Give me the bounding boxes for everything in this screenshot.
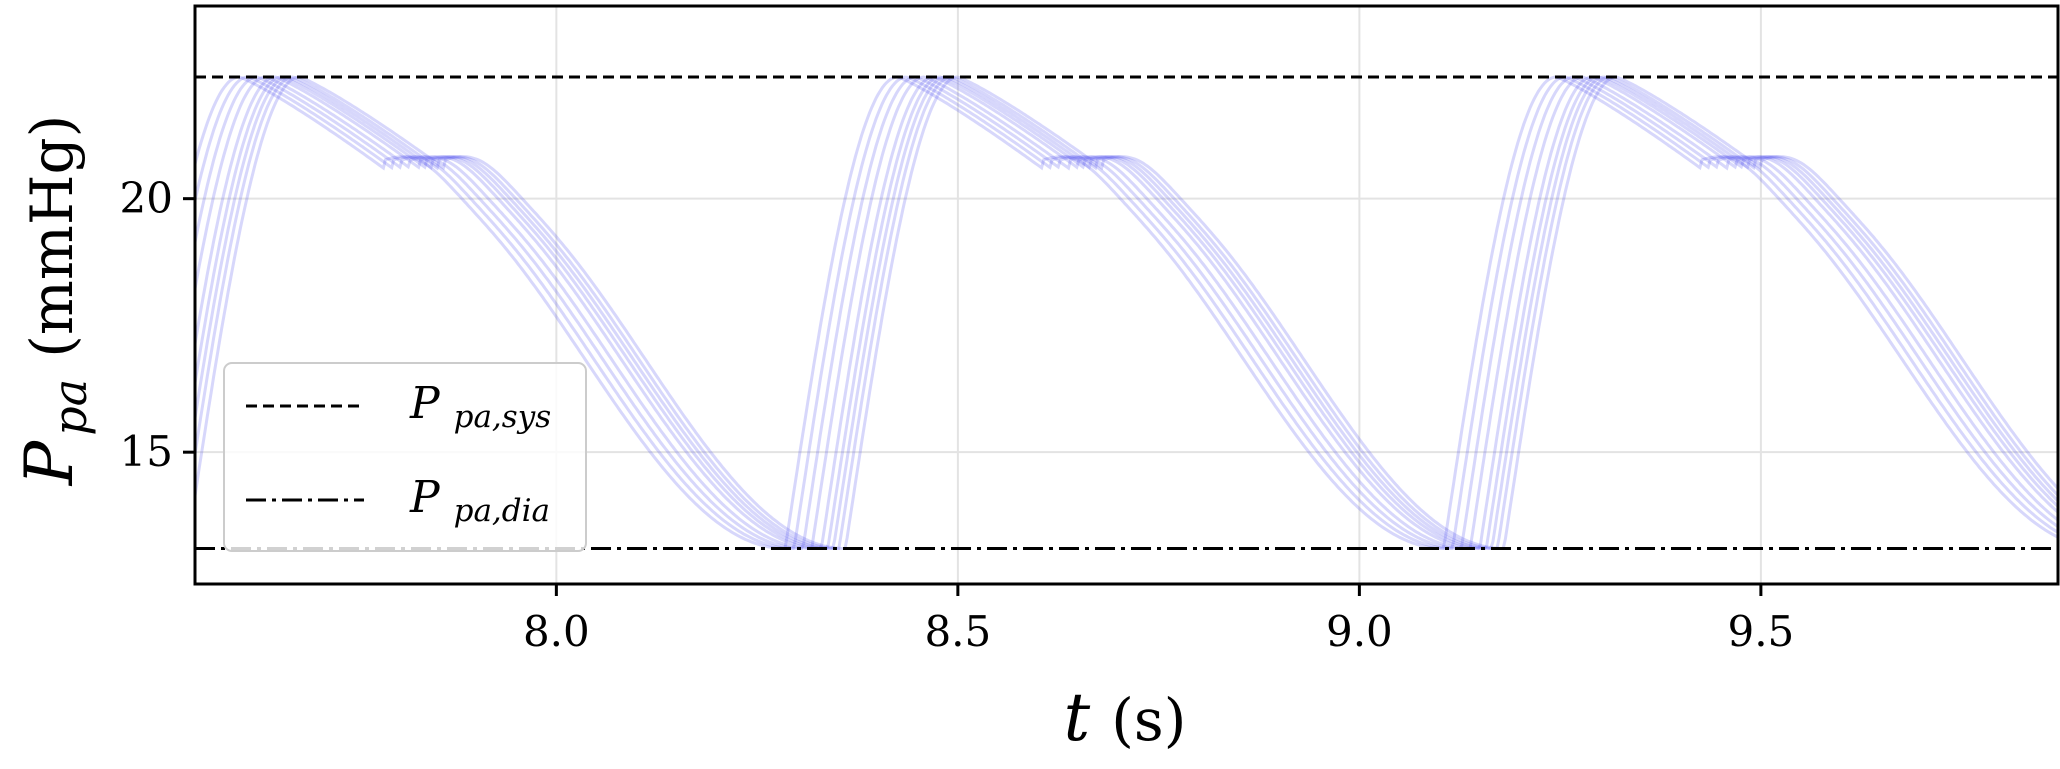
x-axis-ticks: 8.0 8.5 9.0 9.5 bbox=[523, 584, 1794, 656]
legend: P pa,sys P pa,dia bbox=[223, 362, 587, 552]
x-tick-label: 8.0 bbox=[523, 607, 590, 656]
y-axis-label-unit: (mmHg) bbox=[18, 115, 86, 358]
pressure-curve-1 bbox=[193, 75, 2059, 550]
pressure-curves bbox=[193, 75, 2060, 551]
x-tick-label: 9.5 bbox=[1727, 607, 1794, 656]
y-axis-label: P pa (mmHg) bbox=[11, 115, 97, 486]
pressure-curve-3 bbox=[193, 75, 2059, 551]
pressure-curve-5 bbox=[193, 75, 2059, 551]
reference-lines bbox=[195, 75, 2058, 551]
x-axis-label: t (s) bbox=[1064, 679, 1187, 756]
y-tick-label: 20 bbox=[120, 174, 173, 223]
y-axis-label-var: P bbox=[11, 439, 88, 486]
y-tick-label: 15 bbox=[120, 427, 173, 476]
pressure-curve-7 bbox=[193, 75, 2060, 550]
pressure-curve-9 bbox=[193, 75, 2060, 550]
x-tick-label: 9.0 bbox=[1326, 607, 1393, 656]
legend-dia-sub: pa,dia bbox=[454, 493, 550, 529]
x-axis-label-unit: (s) bbox=[1111, 686, 1186, 754]
legend-sys-label: P pa,sys bbox=[409, 378, 551, 435]
legend-dia-label: P pa,dia bbox=[409, 472, 550, 529]
legend-sys-sub: pa,sys bbox=[454, 399, 552, 435]
legend-sys-main: P bbox=[409, 378, 441, 429]
plot-frame bbox=[193, 4, 2060, 586]
pressure-curve-4 bbox=[193, 75, 2059, 551]
legend-dia-main: P bbox=[409, 472, 441, 523]
x-tick-label: 8.5 bbox=[924, 607, 991, 656]
pressure-curve-2 bbox=[193, 75, 2059, 550]
x-axis-label-var: t bbox=[1064, 679, 1091, 756]
legend-box bbox=[223, 362, 587, 552]
pressure-curve-6 bbox=[193, 75, 2060, 551]
pressure-curve-8 bbox=[193, 75, 2060, 550]
y-axis-label-sub: pa bbox=[43, 379, 97, 436]
